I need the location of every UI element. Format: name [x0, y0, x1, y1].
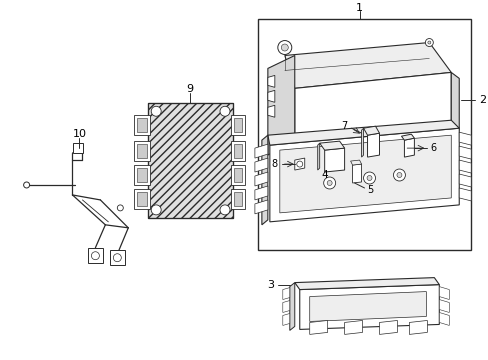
Bar	[148, 103, 232, 218]
Bar	[230, 141, 244, 161]
Circle shape	[425, 39, 432, 46]
Polygon shape	[458, 174, 470, 187]
Bar	[88, 248, 103, 263]
Polygon shape	[458, 160, 470, 173]
Bar	[148, 103, 232, 218]
Bar	[110, 250, 125, 265]
Text: 6: 6	[429, 143, 436, 153]
Bar	[137, 168, 147, 182]
Circle shape	[277, 41, 291, 54]
Bar	[230, 165, 244, 185]
Polygon shape	[284, 42, 450, 88]
Bar	[73, 143, 83, 153]
Polygon shape	[404, 138, 413, 157]
Circle shape	[427, 41, 430, 44]
Polygon shape	[267, 105, 274, 117]
Polygon shape	[438, 300, 448, 312]
Polygon shape	[289, 283, 294, 330]
Circle shape	[363, 172, 375, 184]
Bar	[233, 118, 242, 132]
Polygon shape	[309, 320, 327, 334]
Polygon shape	[401, 134, 413, 140]
Bar	[137, 118, 147, 132]
Polygon shape	[438, 312, 448, 325]
Polygon shape	[361, 128, 363, 157]
Text: 9: 9	[186, 84, 193, 94]
Circle shape	[117, 205, 123, 211]
Polygon shape	[254, 158, 267, 172]
Polygon shape	[299, 285, 438, 329]
Polygon shape	[458, 146, 470, 159]
Text: 5: 5	[367, 185, 373, 195]
Polygon shape	[279, 135, 450, 213]
Circle shape	[396, 172, 401, 177]
Text: 1: 1	[355, 3, 362, 13]
Bar	[137, 144, 147, 158]
Polygon shape	[458, 132, 470, 145]
Circle shape	[220, 106, 229, 116]
Text: 4: 4	[321, 170, 327, 180]
Text: 7: 7	[341, 121, 347, 131]
Polygon shape	[254, 172, 267, 186]
Circle shape	[113, 254, 121, 262]
Bar	[230, 115, 244, 135]
Polygon shape	[363, 126, 379, 135]
Polygon shape	[282, 314, 289, 325]
Circle shape	[326, 180, 331, 185]
Polygon shape	[450, 72, 458, 130]
Bar	[137, 192, 147, 206]
Polygon shape	[294, 72, 450, 140]
Circle shape	[393, 169, 405, 181]
Text: 3: 3	[266, 280, 273, 289]
Polygon shape	[352, 164, 361, 183]
Text: 8: 8	[271, 159, 277, 169]
Bar	[257, 19, 470, 250]
Circle shape	[296, 161, 302, 167]
Polygon shape	[254, 186, 267, 200]
Polygon shape	[350, 160, 361, 165]
Bar	[134, 141, 150, 161]
Polygon shape	[262, 135, 267, 225]
Polygon shape	[294, 278, 438, 289]
Polygon shape	[294, 158, 304, 170]
Circle shape	[91, 252, 99, 260]
Text: 2: 2	[478, 95, 485, 105]
Polygon shape	[309, 292, 426, 321]
Polygon shape	[269, 128, 458, 222]
Polygon shape	[367, 133, 379, 157]
Bar	[233, 168, 242, 182]
Bar	[134, 115, 150, 135]
Circle shape	[151, 106, 161, 116]
Polygon shape	[267, 55, 294, 155]
Polygon shape	[267, 90, 274, 102]
Bar	[134, 165, 150, 185]
Polygon shape	[458, 188, 470, 201]
Polygon shape	[344, 320, 362, 334]
Circle shape	[220, 205, 229, 215]
Polygon shape	[267, 120, 458, 145]
Circle shape	[281, 44, 288, 51]
Bar	[230, 189, 244, 209]
Polygon shape	[282, 288, 289, 300]
Bar	[233, 144, 242, 158]
Text: 10: 10	[72, 129, 86, 139]
Polygon shape	[379, 320, 397, 334]
Polygon shape	[267, 75, 274, 87]
Polygon shape	[319, 141, 344, 150]
Polygon shape	[408, 320, 427, 334]
Polygon shape	[317, 143, 319, 170]
Polygon shape	[324, 148, 344, 172]
Circle shape	[151, 205, 161, 215]
Circle shape	[323, 177, 335, 189]
Bar	[134, 189, 150, 209]
Circle shape	[366, 176, 371, 180]
Polygon shape	[254, 200, 267, 214]
Polygon shape	[282, 301, 289, 312]
Bar	[233, 192, 242, 206]
Circle shape	[23, 182, 30, 188]
Polygon shape	[438, 287, 448, 300]
Polygon shape	[254, 144, 267, 158]
